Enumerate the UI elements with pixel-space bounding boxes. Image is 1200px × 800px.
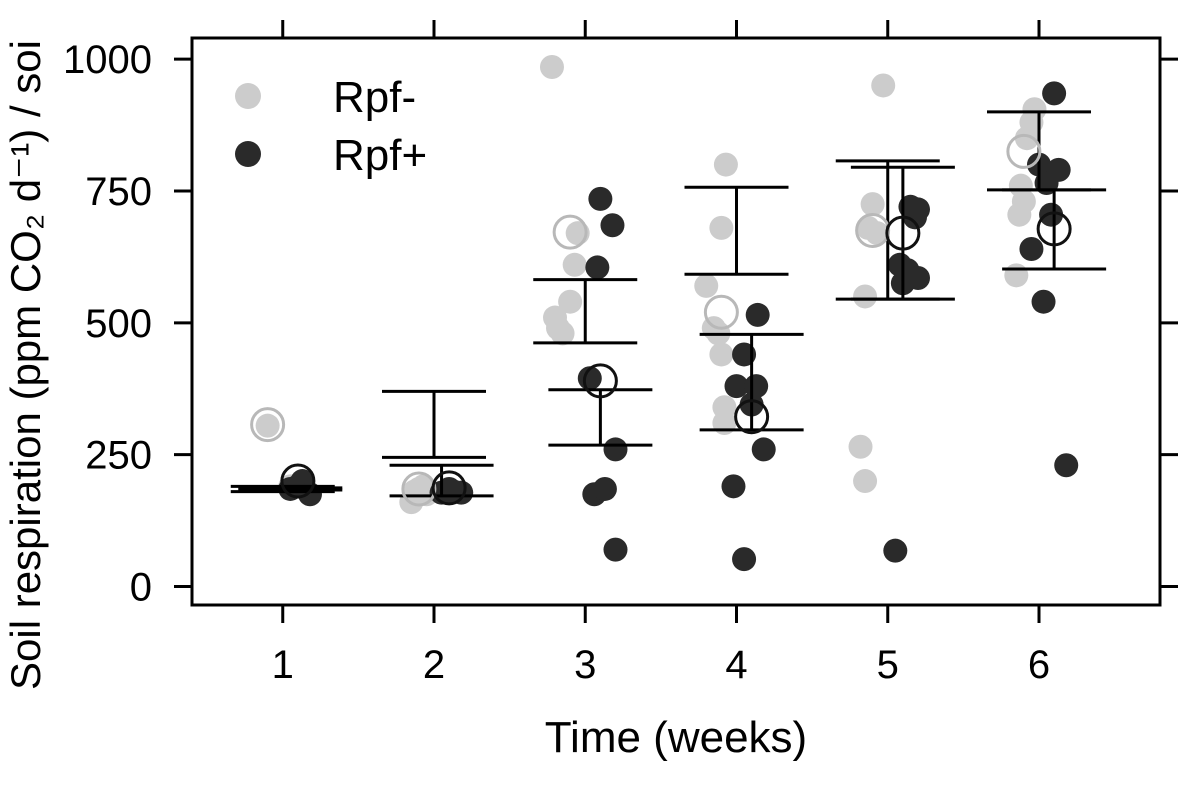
- data-point-rpf-plus: [449, 480, 474, 505]
- data-point-rpf-plus: [751, 437, 776, 462]
- x-tick-label: 1: [272, 643, 294, 687]
- y-tick-label: 500: [85, 302, 152, 346]
- x-tick-label: 2: [423, 643, 445, 687]
- error-bar-rpf-plus: [389, 463, 494, 498]
- y-tick-label: 750: [85, 170, 152, 214]
- mean-marker-rpf-plus: [280, 463, 316, 499]
- y-axis: 0 250 500 750 1000: [63, 38, 1178, 610]
- error-bar-rpf-minus: [533, 278, 638, 345]
- data-point-rpf-plus: [744, 374, 769, 399]
- x-axis-label: Time (weeks): [545, 713, 807, 762]
- data-point-rpf-minus: [853, 469, 878, 494]
- x-tick-label: 4: [725, 643, 747, 687]
- legend: Rpf- Rpf+: [235, 73, 427, 180]
- data-point-rpf-plus: [732, 342, 757, 367]
- mean-marker-rpf-minus: [1006, 133, 1042, 169]
- plot-frame: [190, 36, 1162, 607]
- legend-label-rpf-plus: Rpf+: [333, 131, 427, 180]
- data-point-rpf-plus: [1019, 236, 1044, 261]
- data-point-rpf-plus: [603, 437, 628, 462]
- data-point-rpf-plus: [883, 538, 908, 563]
- data-point-rpf-minus: [712, 411, 737, 436]
- x-tick-label: 6: [1028, 643, 1050, 687]
- data-point-rpf-plus: [1046, 157, 1071, 182]
- mean-marker-rpf-minus: [703, 294, 739, 330]
- data-point-rpf-minus: [558, 289, 583, 314]
- data-point-rpf-minus: [694, 273, 719, 298]
- error-bar-rpf-plus: [699, 332, 804, 432]
- data-point-rpf-minus: [1004, 263, 1029, 288]
- mean-marker-rpf-minus: [855, 213, 891, 249]
- data-point-rpf-plus: [600, 213, 625, 238]
- legend-label-rpf-minus: Rpf-: [333, 73, 416, 122]
- data-point-rpf-plus: [1031, 289, 1056, 314]
- error-bar-rpf-plus: [850, 165, 955, 301]
- data-point-rpf-minus: [871, 73, 896, 98]
- data-point-rpf-plus: [721, 474, 746, 499]
- mean-marker-rpf-plus: [734, 399, 770, 435]
- data-point-rpf-minus: [562, 252, 587, 277]
- data-point-rpf-plus: [1042, 81, 1067, 106]
- data-point-rpf-minus: [860, 192, 885, 217]
- data-point-rpf-plus: [732, 547, 757, 572]
- data-point-rpf-plus: [588, 186, 613, 211]
- data-point-rpf-minus: [709, 342, 734, 367]
- mean-marker-rpf-minus: [401, 471, 437, 507]
- data-point-rpf-minus: [865, 221, 890, 246]
- data-point-rpf-minus: [713, 152, 738, 177]
- x-tick-label: 5: [877, 643, 899, 687]
- data-point-rpf-plus: [906, 197, 930, 222]
- data-point-rpf-plus: [724, 374, 749, 399]
- data-point-rpf-minus: [255, 413, 280, 438]
- data-point-rpf-plus: [592, 476, 617, 501]
- mean-marker-rpf-minus: [250, 407, 286, 443]
- data-point-rpf-minus: [1011, 189, 1036, 214]
- legend-marker-rpf-plus: [235, 141, 261, 167]
- y-axis-label: Soil respiration (ppm CO₂ d⁻¹) / soi: [2, 40, 49, 690]
- data-point-rpf-minus: [709, 215, 734, 240]
- mean-layer: [250, 133, 1072, 507]
- data-point-rpf-plus: [745, 302, 770, 327]
- mean-marker-rpf-plus: [1036, 211, 1072, 247]
- data-point-rpf-minus: [550, 321, 575, 346]
- data-point-rpf-minus: [853, 284, 878, 309]
- data-point-rpf-plus: [585, 255, 610, 280]
- mean-marker-rpf-plus: [582, 363, 618, 399]
- data-point-rpf-plus: [906, 265, 930, 290]
- error-bar-rpf-minus: [382, 389, 486, 459]
- mean-marker-rpf-plus: [431, 470, 467, 506]
- legend-marker-rpf-minus: [235, 83, 261, 109]
- data-point-rpf-plus: [603, 537, 628, 562]
- y-tick-label: 250: [85, 434, 152, 478]
- error-bar-rpf-plus: [1002, 188, 1107, 271]
- x-tick-label: 3: [574, 643, 596, 687]
- mean-marker-rpf-plus: [885, 215, 921, 251]
- data-point-rpf-plus: [1054, 453, 1079, 478]
- data-point-rpf-minus: [848, 434, 873, 459]
- mean-marker-rpf-minus: [552, 214, 588, 250]
- x-axis: 1 2 3 4 5 6: [272, 20, 1050, 687]
- y-tick-label: 1000: [63, 38, 152, 82]
- error-bar-rpf-plus: [548, 388, 653, 447]
- y-tick-label: 0: [130, 566, 152, 610]
- data-point-rpf-minus: [539, 55, 564, 80]
- error-bar-rpf-plus: [238, 486, 343, 492]
- error-bar-rpf-minus: [684, 185, 789, 276]
- data-point-rpf-minus: [1022, 97, 1047, 122]
